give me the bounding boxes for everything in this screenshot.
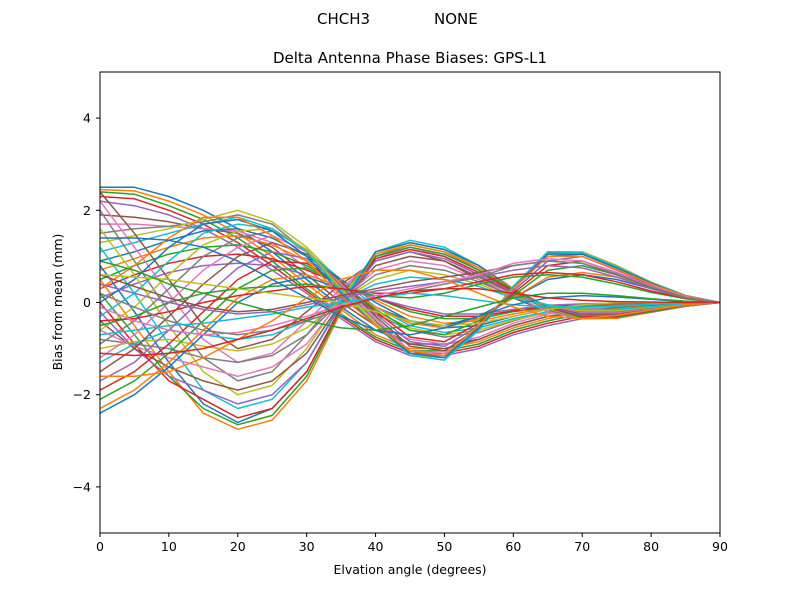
y-tick-label: 4: [83, 111, 91, 126]
x-tick-label: 20: [230, 539, 246, 554]
series-line: [99, 260, 721, 331]
x-axis-label: Elvation angle (degrees): [333, 562, 486, 577]
y-tick-label: 0: [83, 295, 91, 310]
x-tick-label: 10: [161, 539, 177, 554]
x-tick-label: 40: [368, 539, 384, 554]
series-layer: [99, 186, 721, 431]
y-axis-label: Bias from mean (mm): [50, 234, 65, 371]
series-line: [99, 264, 721, 315]
series-line: [99, 246, 721, 426]
series-line: [99, 287, 720, 357]
y-axis: −4 −2 0 2 4: [73, 111, 100, 494]
x-tick-label: 80: [643, 539, 659, 554]
series-line: [99, 188, 720, 350]
chart-title: Delta Antenna Phase Biases: GPS-L1: [273, 49, 547, 67]
series-line: [99, 260, 721, 378]
series-line: [99, 244, 721, 431]
series-line: [99, 218, 721, 359]
series-line: [99, 260, 721, 313]
x-tick-label: 50: [436, 539, 452, 554]
suptitle-antenna: NONE: [434, 10, 478, 28]
x-tick-label: 60: [505, 539, 521, 554]
x-tick-label: 70: [574, 539, 590, 554]
series-line: [99, 257, 721, 336]
series-line: [99, 223, 721, 361]
series-line: [99, 248, 721, 419]
x-axis: 0 10 20 30 40 50 60 70 80 90: [96, 533, 728, 554]
series-line: [100, 269, 721, 378]
x-tick-label: 90: [712, 539, 728, 554]
series-line: [99, 274, 720, 327]
y-tick-label: −4: [73, 479, 91, 494]
y-tick-label: −2: [73, 387, 91, 402]
series-line: [99, 255, 721, 391]
series-line: [99, 292, 721, 336]
suptitle-station: CHCH3: [317, 10, 370, 28]
series-line: [100, 237, 721, 336]
series-line: [99, 251, 721, 382]
x-tick-label: 30: [299, 539, 315, 554]
x-tick-label: 0: [96, 539, 104, 554]
series-line: [99, 216, 721, 357]
y-tick-label: 2: [83, 203, 91, 218]
